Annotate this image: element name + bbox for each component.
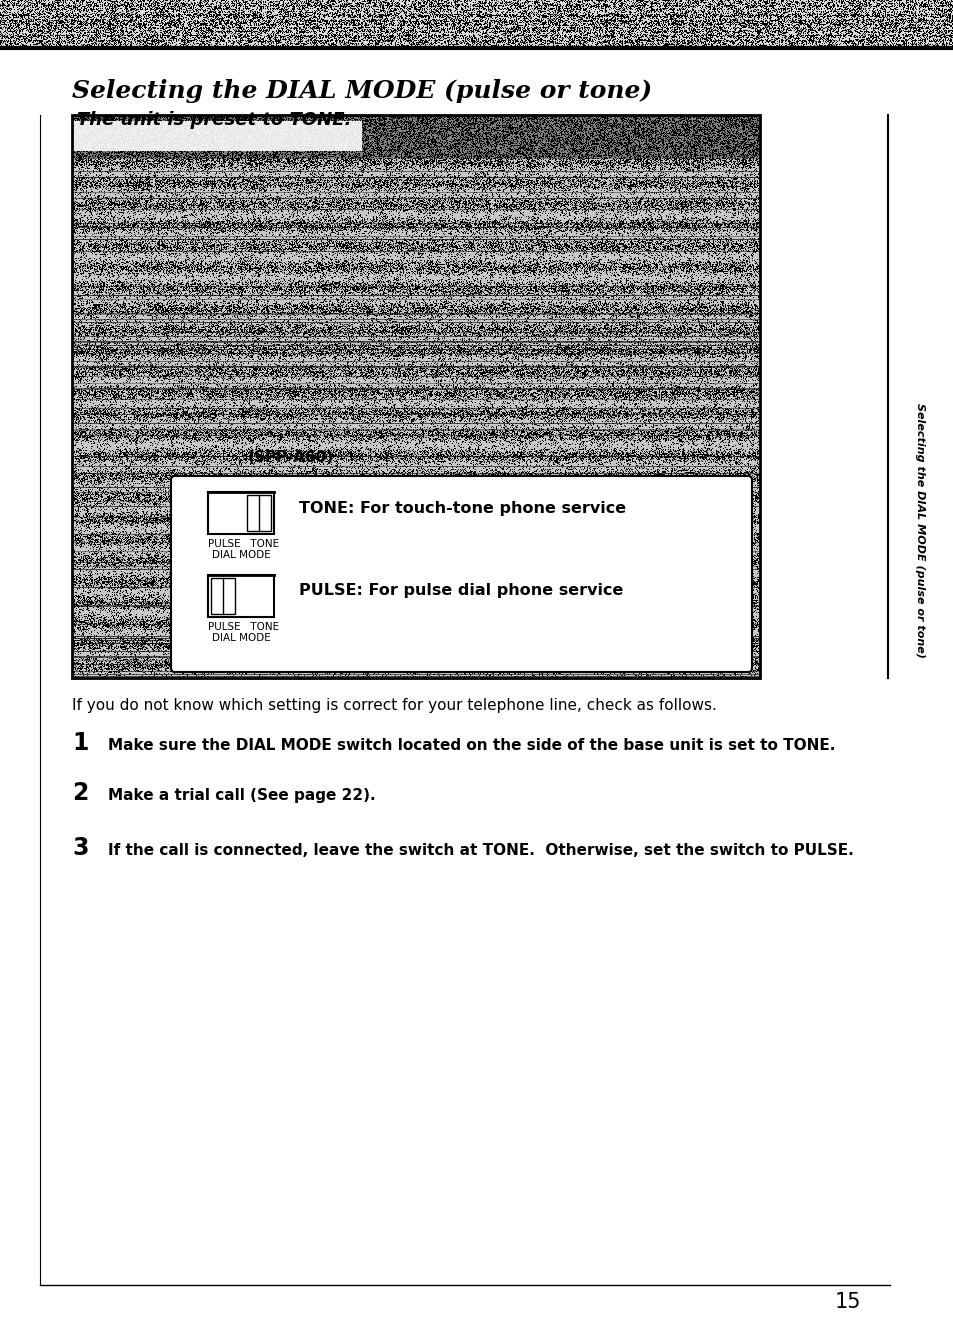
Text: DIAL MODE: DIAL MODE (212, 549, 271, 560)
Text: 15: 15 (834, 1292, 861, 1312)
Text: TONE: For touch-tone phone service: TONE: For touch-tone phone service (298, 500, 625, 515)
Text: PULSE: For pulse dial phone service: PULSE: For pulse dial phone service (298, 584, 622, 598)
Text: (SPP-A60): (SPP-A60) (248, 450, 334, 465)
Bar (211, 579, 234, 614)
Text: Selecting the DIAL MODE (pulse or tone): Selecting the DIAL MODE (pulse or tone) (914, 402, 924, 658)
FancyBboxPatch shape (171, 477, 751, 673)
Bar (71, 120, 361, 151)
Bar (71, 115, 760, 678)
Text: Make sure the DIAL MODE switch located on the side of the base unit is set to TO: Make sure the DIAL MODE switch located o… (108, 737, 835, 753)
Text: The unit is preset to TONE.: The unit is preset to TONE. (77, 111, 351, 128)
Text: 1: 1 (71, 731, 89, 755)
Text: Selecting the DIAL MODE (pulse or tone): Selecting the DIAL MODE (pulse or tone) (71, 79, 652, 103)
Bar (208, 575, 274, 617)
Bar (247, 495, 271, 531)
Bar (208, 493, 274, 534)
Text: PULSE   TONE: PULSE TONE (208, 622, 279, 632)
Text: PULSE   TONE: PULSE TONE (208, 539, 279, 549)
Text: Make a trial call (See page 22).: Make a trial call (See page 22). (108, 788, 375, 802)
Text: 2: 2 (71, 781, 89, 805)
Text: If you do not know which setting is correct for your telephone line, check as fo: If you do not know which setting is corr… (71, 698, 716, 714)
Text: If the call is connected, leave the switch at TONE.  Otherwise, set the switch t: If the call is connected, leave the swit… (108, 843, 853, 858)
Text: 3: 3 (71, 835, 89, 861)
Text: DIAL MODE: DIAL MODE (212, 633, 271, 643)
